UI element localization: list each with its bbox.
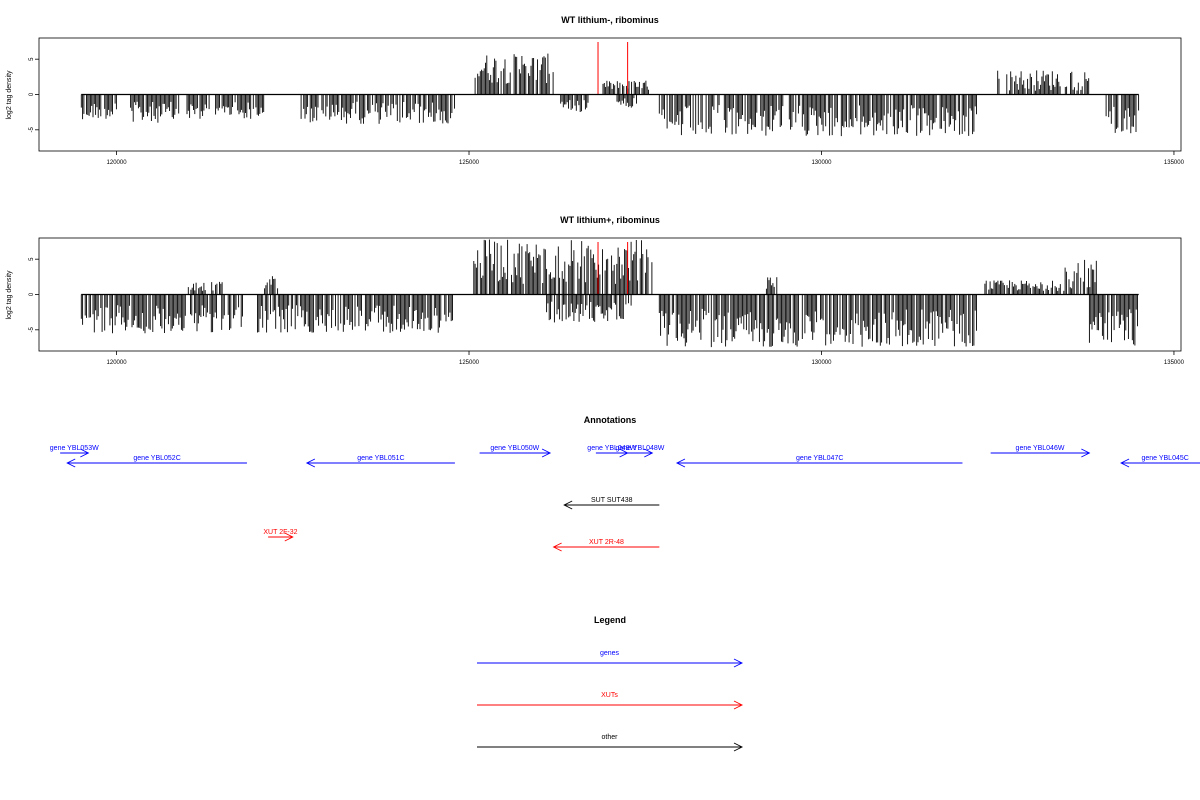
x-tick-label: 135000 — [1164, 360, 1185, 366]
marker-lines — [597, 242, 629, 295]
track-panel-lithium-minus: WT lithium-, ribominus log2 tag density … — [6, 15, 1185, 166]
y-tick-label: 0 — [29, 92, 35, 96]
y-tick-label: 5 — [29, 257, 35, 261]
feature-arrow — [552, 542, 660, 552]
x-axis: 120000 125000 130000 135000 — [107, 351, 1185, 366]
signal-bars — [80, 53, 1140, 137]
x-axis: 120000 125000 130000 135000 — [107, 151, 1185, 166]
x-tick-label: 120000 — [107, 160, 128, 166]
feature-label: gene YBL053W — [50, 445, 99, 452]
annotations-title: Annotations — [584, 415, 637, 425]
feature-label: SUT SUT438 — [591, 497, 633, 504]
feature-label: gene YBL046W — [1016, 445, 1065, 452]
y-axis-label: log2 tag density — [6, 70, 13, 120]
feature-label: gene YBL047C — [796, 455, 843, 462]
y-tick-label: -5 — [29, 126, 35, 132]
panel-title: WT lithium-, ribominus — [561, 15, 659, 25]
x-tick-label: 125000 — [459, 160, 480, 166]
feature-label: gene YBL049W — [587, 445, 636, 452]
legend-arrow — [477, 658, 744, 668]
y-tick-label: 0 — [29, 292, 35, 296]
panel-title: WT lithium+, ribominus — [560, 215, 660, 225]
feature-label: gene YBL045C — [1141, 455, 1188, 462]
feature-arrow — [305, 458, 455, 468]
feature-label: gene YBL051C — [357, 455, 404, 462]
feature-label: gene YBL050W — [490, 445, 539, 452]
marker-lines — [597, 42, 629, 95]
feature-arrow — [563, 500, 660, 510]
legend-label: XUTs — [601, 692, 618, 699]
x-tick-label: 125000 — [459, 360, 480, 366]
legend-arrow — [477, 700, 744, 710]
y-axis-label: log2 tag density — [6, 270, 13, 320]
track-panel-lithium-plus: WT lithium+, ribominus log2 tag density … — [6, 215, 1185, 366]
y-tick-label: -5 — [29, 326, 35, 332]
feature-arrow — [1120, 458, 1200, 468]
feature-arrow — [268, 532, 294, 542]
legend-title: Legend — [594, 615, 626, 625]
feature-label: XUT 2F-32 — [263, 529, 297, 536]
feature-arrow — [675, 458, 963, 468]
legend-label: other — [602, 734, 619, 741]
feature-label: gene YBL052C — [133, 455, 180, 462]
y-axis: 5 0 -5 — [29, 257, 39, 332]
legend-label: genes — [600, 650, 620, 657]
x-tick-label: 130000 — [811, 160, 832, 166]
x-tick-label: 135000 — [1164, 160, 1185, 166]
feature-label: gene YBL048W — [615, 445, 664, 452]
feature-arrow — [479, 448, 552, 458]
x-tick-label: 130000 — [811, 360, 832, 366]
feature-label: XUT 2R-48 — [589, 539, 624, 546]
feature-arrow — [990, 448, 1091, 458]
feature-arrow — [60, 448, 90, 458]
legend-items: genes XUTs other — [477, 650, 744, 752]
legend-arrow — [477, 742, 744, 752]
y-axis: 5 0 -5 — [29, 57, 39, 132]
signal-bars — [80, 239, 1138, 348]
x-tick-label: 120000 — [107, 360, 128, 366]
feature-arrow — [66, 458, 247, 468]
feature-arrow — [627, 448, 654, 458]
legend-panel: Legend genes XUTs other — [477, 615, 744, 752]
y-tick-label: 5 — [29, 57, 35, 61]
annotation-features: gene YBL053W gene YBL052C gene YBL051C gene… — [50, 445, 1200, 552]
